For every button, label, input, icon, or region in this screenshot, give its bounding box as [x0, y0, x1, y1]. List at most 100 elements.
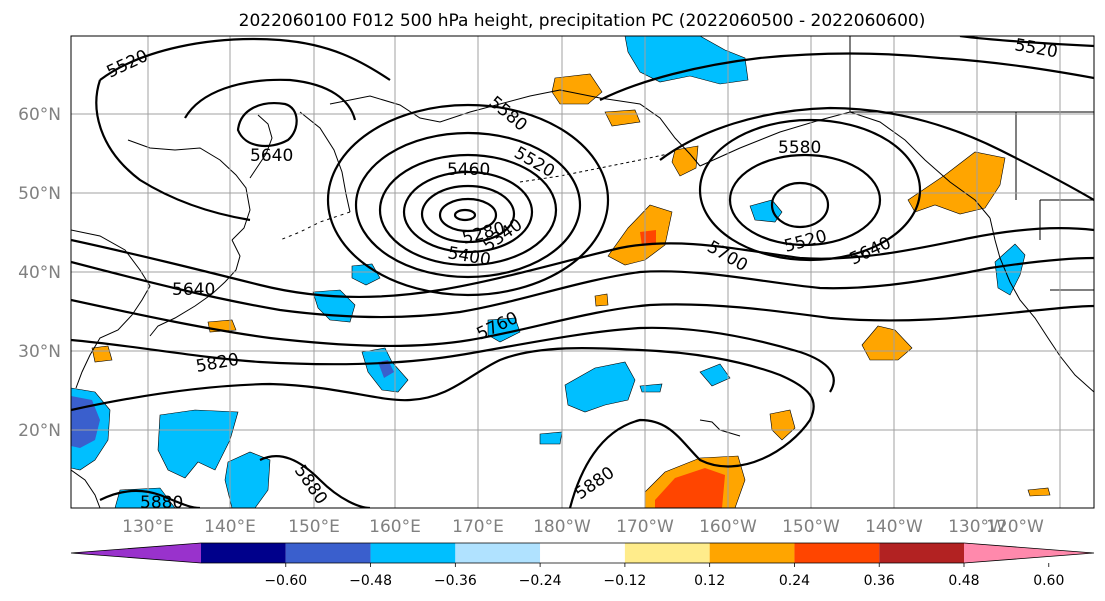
colorbar-tick-label: −0.12 — [603, 573, 646, 589]
precip-negative-area — [994, 243, 1026, 296]
colorbar: −0.60 −0.48 −0.36 −0.24 −0.12 0.12 0.24 0.36 0.4… — [70, 542, 1095, 589]
contour-line — [770, 181, 830, 229]
contour-line — [71, 256, 1094, 319]
colorbar-tick-label: 0.12 — [694, 573, 725, 589]
hawaii-islands — [699, 419, 741, 437]
map-frame — [70, 35, 1095, 509]
lon-label: 170°W — [616, 517, 674, 537]
colorbar-segment — [709, 543, 795, 563]
precip-positive-area — [607, 204, 673, 266]
precip-negative-area — [749, 199, 783, 223]
colorbar-outline — [70, 542, 1095, 564]
contour-line — [354, 131, 582, 279]
colorbar-segment — [201, 543, 286, 563]
contour-line — [95, 79, 251, 222]
precip-negative-area — [312, 289, 356, 323]
precip-negative-area — [539, 431, 563, 445]
contour-line — [728, 153, 882, 247]
precip-positive-area — [671, 145, 699, 177]
lon-label: 170°E — [452, 517, 504, 537]
lon-label: 140°W — [865, 517, 923, 537]
colorbar-segment — [964, 543, 1094, 563]
lat-label: 60°N — [18, 105, 61, 125]
colorbar-segment — [370, 543, 456, 563]
precip-negative-area — [699, 363, 731, 387]
lon-label: 180°W — [533, 517, 591, 537]
lat-label: 20°N — [18, 421, 61, 441]
contour-line — [71, 226, 1094, 299]
contour-line — [659, 106, 1094, 201]
precip-negative-area — [114, 487, 176, 508]
colorbar-segment — [879, 543, 964, 563]
contour-line — [326, 103, 610, 297]
precip-positive-area — [1027, 487, 1051, 497]
precip-positive-area — [91, 345, 113, 363]
lat-label: 50°N — [18, 184, 61, 204]
precip-negative-area — [624, 36, 749, 85]
colorbar-tick-label: 0.48 — [948, 573, 979, 589]
lon-label: 160°E — [369, 517, 421, 537]
contour-line — [402, 170, 534, 254]
precip-negative-area — [224, 451, 271, 508]
lon-label: 130°E — [122, 517, 174, 537]
contour-label: 5580 — [778, 138, 821, 158]
map-area — [71, 36, 1094, 508]
contour-line — [959, 36, 1094, 48]
kuril-islands — [279, 211, 351, 241]
figure-title: 2022060100 F012 500 hPa height, precipit… — [239, 11, 926, 31]
lon-label: 130°W — [948, 517, 1006, 537]
gulf-of-alaska-coastline — [699, 111, 991, 219]
kamchatka-coastline — [299, 111, 351, 213]
contour-label: 5640 — [250, 146, 293, 166]
precipitation-shading — [71, 36, 1051, 508]
precip-strong-positive-area — [640, 230, 656, 246]
latitude-labels: 60°N 50°N 40°N 30°N 20°N — [18, 105, 61, 441]
colorbar-segment — [794, 543, 880, 563]
contour-label: 5880 — [140, 493, 183, 513]
lat-label: 40°N — [18, 263, 61, 283]
longitude-labels: 130°E 140°E 150°E 160°E 170°E 180°W 170°… — [122, 517, 1044, 537]
colorbar-tick-label: −0.48 — [349, 573, 392, 589]
contour-line — [71, 326, 835, 393]
border-lines — [849, 36, 1094, 291]
lat-label: 30°N — [18, 342, 61, 362]
asia-coastline — [71, 229, 151, 389]
contour-line — [453, 208, 477, 222]
contour-line — [378, 153, 558, 267]
lon-label: 150°E — [288, 517, 340, 537]
precip-positive-area — [769, 409, 796, 441]
contour-line — [438, 197, 498, 233]
contour-line — [599, 52, 1094, 101]
siberia-coastline — [329, 89, 561, 123]
alaska-coastline — [559, 89, 701, 167]
colorbar-tick-label: 0.36 — [864, 573, 895, 589]
precip-negative-area — [564, 361, 636, 413]
contour-line — [420, 184, 516, 244]
contour-line — [71, 298, 1094, 348]
contour-line — [71, 346, 815, 508]
japan-coastline — [149, 239, 241, 337]
lon-label: 140°E — [204, 517, 256, 537]
colorbar-tick-label: −0.60 — [264, 573, 307, 589]
colorbar-segment — [71, 543, 201, 563]
lon-label: 160°W — [699, 517, 757, 537]
colorbar-segment — [624, 543, 710, 563]
precip-negative-area — [157, 409, 239, 479]
precip-positive-area — [907, 151, 1006, 215]
height-contours — [71, 36, 1094, 508]
contour-line — [236, 102, 298, 147]
colorbar-tick-label: 0.60 — [1033, 573, 1064, 589]
lon-label: 150°W — [782, 517, 840, 537]
contour-line — [99, 37, 391, 81]
contour-line — [698, 118, 922, 262]
contour-label: 5460 — [447, 160, 490, 180]
precip-strong-positive-area — [655, 468, 725, 508]
contour-line — [99, 489, 201, 508]
aleutian-islands — [519, 153, 669, 183]
colorbar-tick-label: −0.36 — [434, 573, 477, 589]
colorbar-segment — [455, 543, 541, 563]
lon-label: 120°W — [986, 517, 1044, 537]
west-coast-north-america — [989, 217, 1094, 393]
colorbar-segment — [540, 543, 625, 563]
